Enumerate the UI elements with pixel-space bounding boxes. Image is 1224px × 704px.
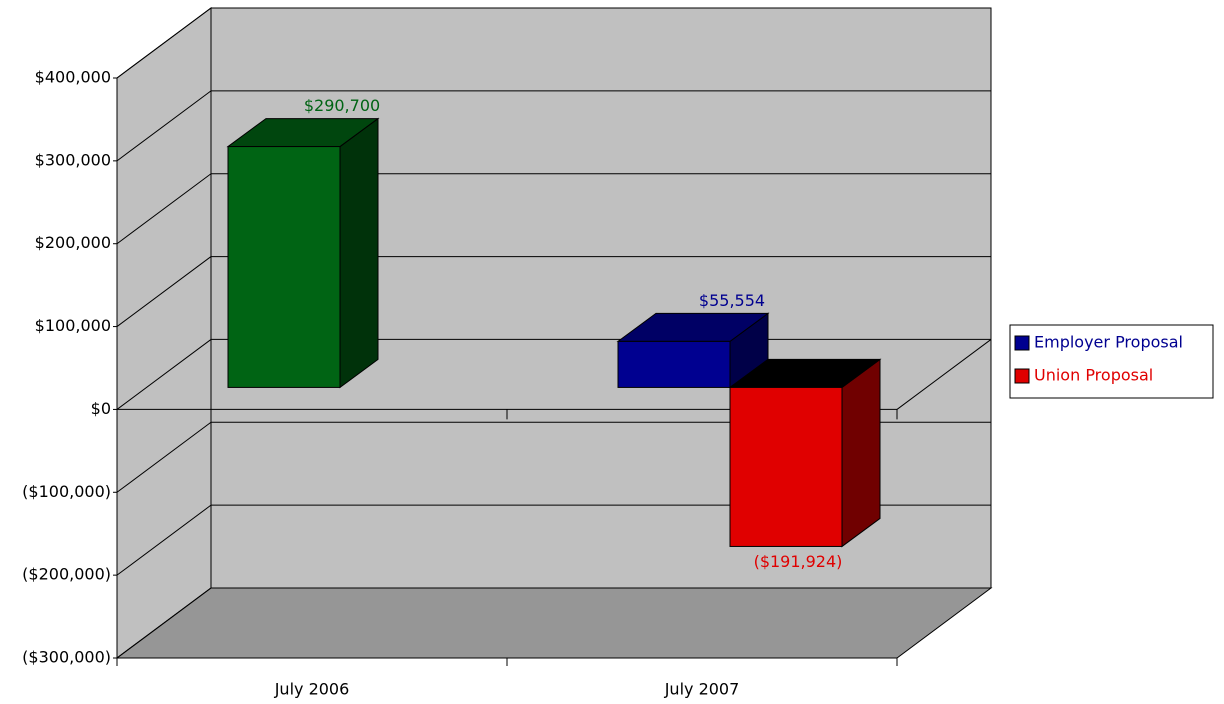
data-label: ($191,924) bbox=[754, 552, 843, 571]
grid-line bbox=[116, 421, 212, 493]
data-label: $290,700 bbox=[304, 96, 380, 115]
side-wall bbox=[116, 7, 212, 659]
data-label: $55,554 bbox=[699, 291, 765, 310]
grid-line bbox=[116, 173, 212, 245]
grid-line bbox=[116, 7, 212, 79]
grid-line bbox=[116, 504, 212, 576]
bar-side bbox=[339, 117, 379, 389]
x-tick-label: July 2006 bbox=[274, 680, 350, 699]
y-tick-label: ($200,000) bbox=[22, 565, 111, 584]
y-tick-label: $0 bbox=[91, 399, 111, 418]
y-tick-label: $300,000 bbox=[35, 150, 111, 169]
y-tick-label: $100,000 bbox=[35, 316, 111, 335]
grid-line bbox=[116, 256, 212, 327]
y-tick-label: $200,000 bbox=[35, 233, 111, 252]
grid-line bbox=[116, 339, 212, 410]
y-tick-label: ($300,000) bbox=[22, 648, 111, 667]
bar-side bbox=[841, 358, 881, 548]
zero-line bbox=[896, 339, 992, 410]
legend-swatch bbox=[1014, 368, 1030, 384]
legend-swatch bbox=[1014, 335, 1030, 351]
floor bbox=[115, 587, 993, 659]
grid-line bbox=[116, 587, 212, 659]
y-tick-label: $400,000 bbox=[35, 68, 111, 87]
legend-label: Union Proposal bbox=[1034, 366, 1153, 385]
y-tick-label: ($100,000) bbox=[22, 482, 111, 501]
bar bbox=[729, 386, 843, 547]
legend: Employer Proposal Union Proposal bbox=[1009, 324, 1214, 399]
bar bbox=[227, 146, 341, 388]
legend-label: Employer Proposal bbox=[1034, 333, 1183, 352]
bar bbox=[617, 340, 731, 388]
legend-box bbox=[1009, 324, 1214, 399]
grid-line bbox=[116, 90, 212, 162]
x-tick-label: July 2007 bbox=[664, 680, 740, 699]
